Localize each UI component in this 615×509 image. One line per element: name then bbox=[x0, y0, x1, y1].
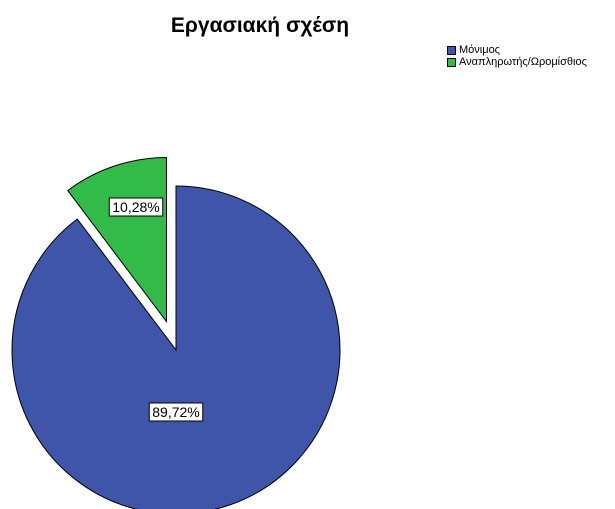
legend-swatch-anaplirotis bbox=[447, 57, 456, 67]
legend-swatch-monimos bbox=[447, 45, 456, 55]
legend-item-anaplirotis: Αναπληρωτής/Ωρομίσθιος bbox=[447, 56, 587, 68]
slice-label-box-anaplirotis bbox=[108, 197, 164, 217]
legend-label-anaplirotis: Αναπληρωτής/Ωρομίσθιος bbox=[459, 56, 587, 68]
slice-label-monimos: 89,72% bbox=[148, 402, 204, 422]
slice-label-text-monimos: 89,72% bbox=[152, 404, 199, 420]
slice-label-anaplirotis: 10,28% bbox=[108, 197, 164, 217]
slice-label-text-anaplirotis: 10,28% bbox=[112, 199, 159, 215]
legend-item-monimos: Μόνιμος bbox=[447, 44, 587, 56]
chart-title: Εργασιακή σχέση bbox=[170, 14, 350, 37]
slice-label-box-monimos bbox=[148, 402, 204, 422]
legend-label-monimos: Μόνιμος bbox=[459, 44, 500, 56]
pie-slice-monimos bbox=[11, 185, 341, 509]
legend: Μόνιμος Αναπληρωτής/Ωρομίσθιος bbox=[447, 44, 587, 68]
